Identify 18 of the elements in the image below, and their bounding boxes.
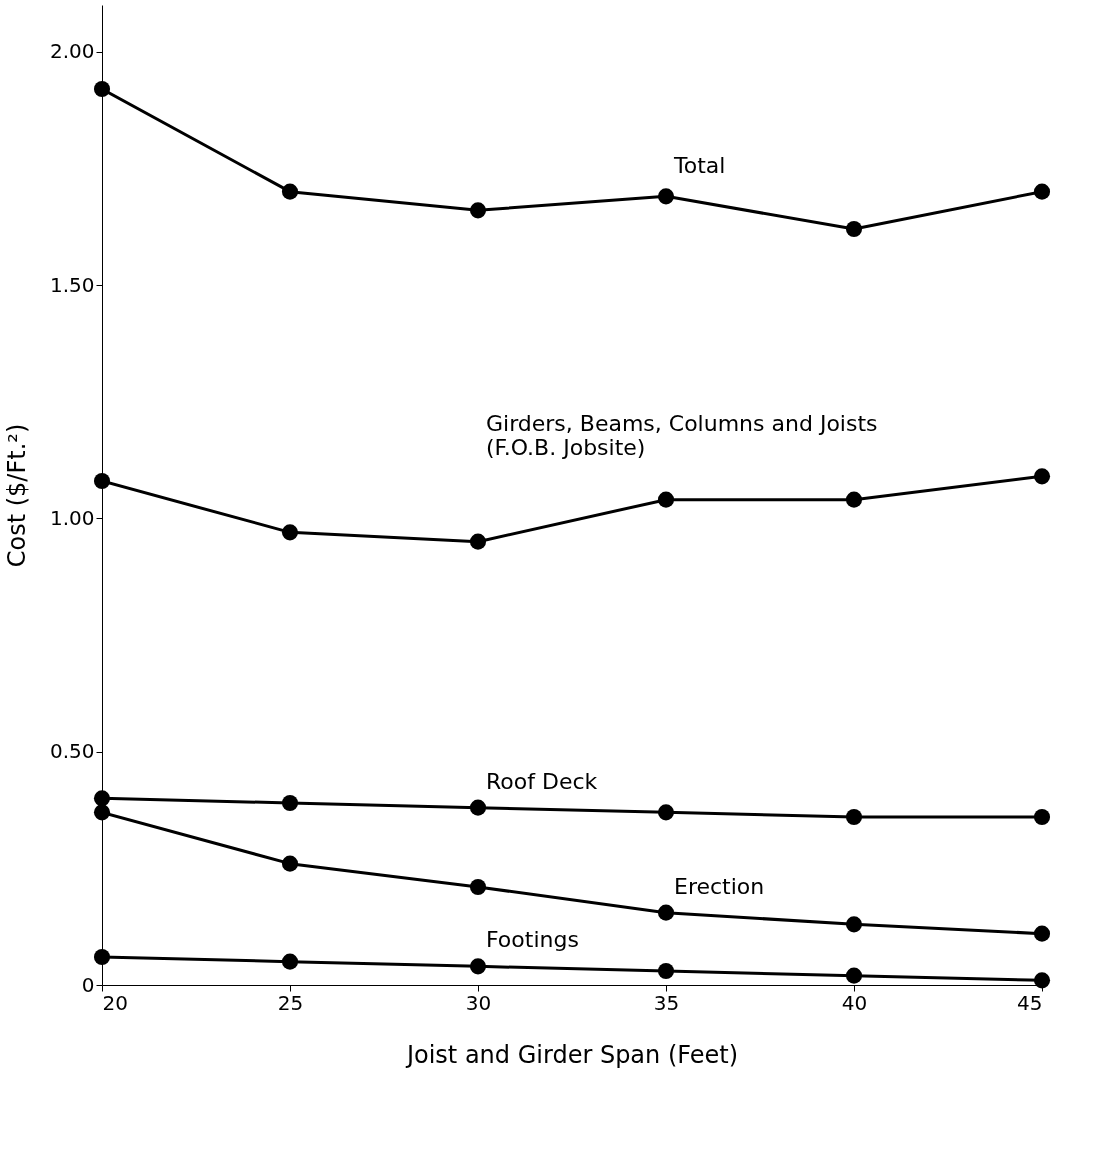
y-tick-label: 1.50 — [49, 272, 95, 297]
x-tick-label: 40 — [841, 990, 868, 1015]
y-tick-label: 1.00 — [49, 505, 95, 530]
y-axis-title: Cost ($/Ft.²) — [2, 423, 31, 568]
series-label: Girders, Beams, Columns and Joists (F.O.B. Jobsite) — [486, 411, 878, 461]
x-tick-label: 45 — [1017, 990, 1043, 1015]
x-axis-title: Joist and Girder Span (Feet) — [404, 1040, 739, 1069]
series-label: Roof Deck — [486, 768, 598, 794]
series-label: Total — [673, 152, 726, 178]
x-tick-label: 30 — [465, 990, 492, 1015]
y-tick-label: 2.00 — [49, 39, 95, 64]
y-tick-label: 0.50 — [49, 739, 95, 764]
x-tick-label: 25 — [277, 990, 304, 1015]
x-tick-label: 20 — [102, 990, 128, 1015]
series-label: Erection — [674, 873, 765, 899]
x-tick-label: 35 — [653, 990, 680, 1015]
series-label: Footings — [486, 927, 579, 953]
y-tick-label: 0 — [81, 972, 95, 997]
